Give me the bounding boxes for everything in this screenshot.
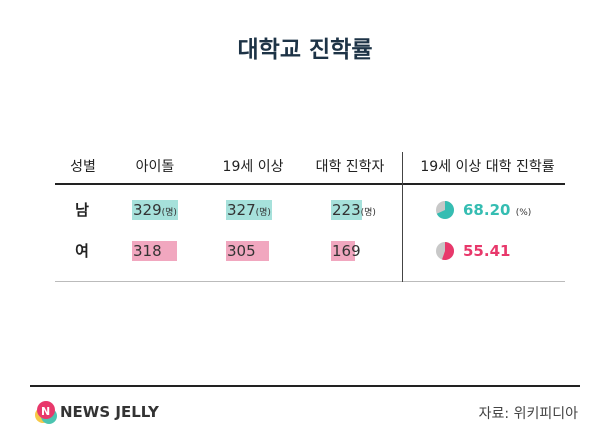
source-text: 자료: 위키피디아 — [478, 406, 578, 422]
pct-unit: (%) — [515, 208, 532, 218]
rate-value: 68.20 (%) — [463, 200, 531, 223]
bar-adult — [226, 241, 269, 261]
bar-college — [331, 241, 355, 261]
rate-pie — [436, 201, 454, 219]
value-college: 169 — [332, 241, 361, 261]
row-label: 여 — [75, 242, 89, 260]
rate-number: 55.41 — [463, 242, 511, 260]
row-label: 남 — [75, 201, 89, 219]
pie-slice — [436, 201, 454, 219]
brand-name: NEWS JELLY — [60, 403, 159, 421]
value-number: 223 — [332, 201, 361, 219]
unit-label: (명) — [360, 208, 376, 218]
chart-title: 대학교 진학률 — [237, 37, 373, 63]
value-number: 318 — [133, 242, 162, 260]
value-number: 305 — [227, 242, 256, 260]
table-bottom-line — [55, 281, 565, 282]
footer-line — [30, 385, 580, 387]
value-number: 327 — [227, 201, 256, 219]
rate-pie — [436, 242, 454, 260]
bar-idol — [132, 241, 177, 261]
value-idol: 329(명) — [133, 200, 177, 223]
header-divider — [55, 183, 565, 185]
header-idol: 아이돌 — [135, 159, 175, 175]
rate-number: 68.20 — [463, 201, 511, 219]
value-idol: 318 — [133, 241, 162, 261]
bar-college — [331, 200, 362, 220]
bar-idol — [132, 200, 178, 220]
rate-value: 55.41 — [463, 241, 510, 261]
header-gender: 성별 — [70, 159, 96, 175]
column-divider — [402, 152, 403, 282]
value-number: 169 — [332, 242, 361, 260]
unit-label: (명) — [161, 208, 177, 218]
pie-slice — [441, 242, 454, 260]
value-number: 329 — [133, 201, 162, 219]
svg-text:N: N — [41, 405, 50, 418]
value-adult: 327(명) — [227, 200, 271, 223]
unit-label: (명) — [255, 208, 271, 218]
bar-adult — [226, 200, 272, 220]
header-rate: 19세 이상 대학 진학률 — [420, 159, 555, 175]
header-college: 대학 진학자 — [315, 159, 385, 175]
news-jelly-logo-icon: N — [34, 400, 58, 424]
header-adult: 19세 이상 — [222, 159, 284, 175]
value-college: 223(명) — [332, 200, 376, 223]
value-adult: 305 — [227, 241, 256, 261]
